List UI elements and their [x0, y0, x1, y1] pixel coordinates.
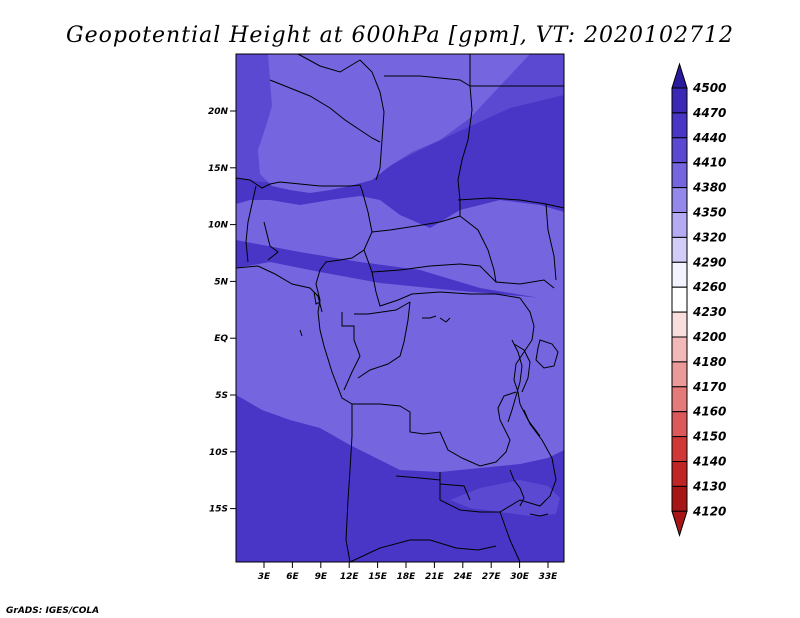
lon-tick-label: 33E — [539, 572, 559, 582]
colorbar-level-label: 4470 — [692, 106, 726, 120]
colorbar-level-label: 4320 — [692, 230, 726, 244]
colorbar-level-label: 4410 — [692, 156, 726, 170]
lon-tick-label: 21E — [425, 572, 445, 582]
lat-tick-label: 15S — [209, 505, 228, 515]
lon-tick-label: 12E — [340, 572, 360, 582]
colorbar-top-arrow — [671, 62, 688, 89]
lat-tick-label: 5N — [214, 277, 228, 287]
longitude-axis: 3E 6E 9E 12E 15E 18E 21E 24E 27E 30E 33E — [258, 562, 558, 582]
colorbar-swatch — [671, 361, 688, 388]
lat-tick-label: 5S — [215, 391, 228, 401]
colorbar-swatch — [671, 187, 688, 214]
map-panel: 20N 15N 10N 5N EQ 5S 10S 15S 3E 6E 9E 12E 15E 18E 21E… — [208, 53, 565, 582]
colorbar-swatch — [671, 162, 688, 189]
colorbar-swatch — [671, 261, 688, 288]
colorbar-swatch — [671, 311, 688, 338]
field-region-4350 — [258, 54, 530, 193]
colorbar-swatch — [671, 87, 688, 114]
colorbar-level-label: 4440 — [692, 131, 726, 145]
colorbar-level-label: 4260 — [692, 280, 726, 294]
colorbar-swatch — [671, 436, 688, 463]
lon-tick-label: 9E — [315, 572, 328, 582]
lat-tick-label: 10N — [208, 221, 229, 231]
colorbar-level-label: 4130 — [692, 479, 726, 493]
colorbar-level-label: 4380 — [692, 181, 726, 195]
lon-tick-label: 18E — [397, 572, 417, 582]
colorbar-swatch — [671, 137, 688, 164]
colorbar-level-label: 4180 — [692, 355, 726, 369]
colorbar-level-label: 4170 — [692, 380, 726, 394]
lon-tick-label: 27E — [482, 572, 502, 582]
colorbar-level-label: 4350 — [692, 206, 726, 220]
lon-tick-label: 3E — [258, 572, 271, 582]
latitude-axis: 20N 15N 10N 5N EQ 5S 10S 15S — [208, 107, 236, 515]
colorbar-swatch — [671, 411, 688, 438]
colorbar-level-label: 4230 — [692, 305, 726, 319]
colorbar-level-label: 4120 — [692, 504, 726, 518]
colorbar-swatch — [671, 212, 688, 238]
lon-tick-label: 6E — [286, 572, 299, 582]
lat-tick-label: 20N — [208, 107, 229, 117]
lat-tick-label: 10S — [209, 448, 228, 458]
colorbar-level-label: 4140 — [692, 455, 726, 469]
colorbar-swatch — [671, 386, 688, 413]
colorbar-level-label: 4150 — [692, 430, 726, 444]
field-region-4350-b — [236, 196, 564, 300]
lon-tick-label: 30E — [510, 572, 530, 582]
field-region-4380-south — [450, 480, 560, 516]
colorbar-swatch — [671, 112, 688, 139]
colorbar-swatch — [671, 336, 688, 363]
colorbar: 4500 4470 4440 4410 4380 4350 4320 4290 4260 4230… — [671, 62, 726, 537]
colorbar-level-label: 4160 — [692, 405, 726, 419]
lat-tick-label: EQ — [214, 334, 228, 344]
colorbar-level-label: 4200 — [692, 330, 726, 344]
colorbar-swatch — [671, 485, 688, 512]
map-frame — [235, 53, 565, 563]
colorbar-level-label: 4290 — [692, 255, 726, 269]
colorbar-level-label: 4500 — [692, 81, 726, 95]
colorbar-swatch — [671, 286, 688, 313]
colorbar-bottom-arrow — [671, 510, 688, 537]
lat-tick-label: 15N — [208, 164, 229, 174]
field-region-4410 — [236, 400, 564, 562]
credit-label: GrADS: IGES/COLA — [6, 606, 99, 616]
lon-tick-label: 24E — [453, 572, 473, 582]
lon-tick-label: 15E — [368, 572, 388, 582]
colorbar-swatch — [671, 461, 688, 487]
lakes-and-islands — [299, 290, 559, 517]
map-title: Geopotential Height at 600hPa [gpm], VT:… — [66, 23, 734, 48]
colorbar-swatch — [671, 236, 688, 263]
